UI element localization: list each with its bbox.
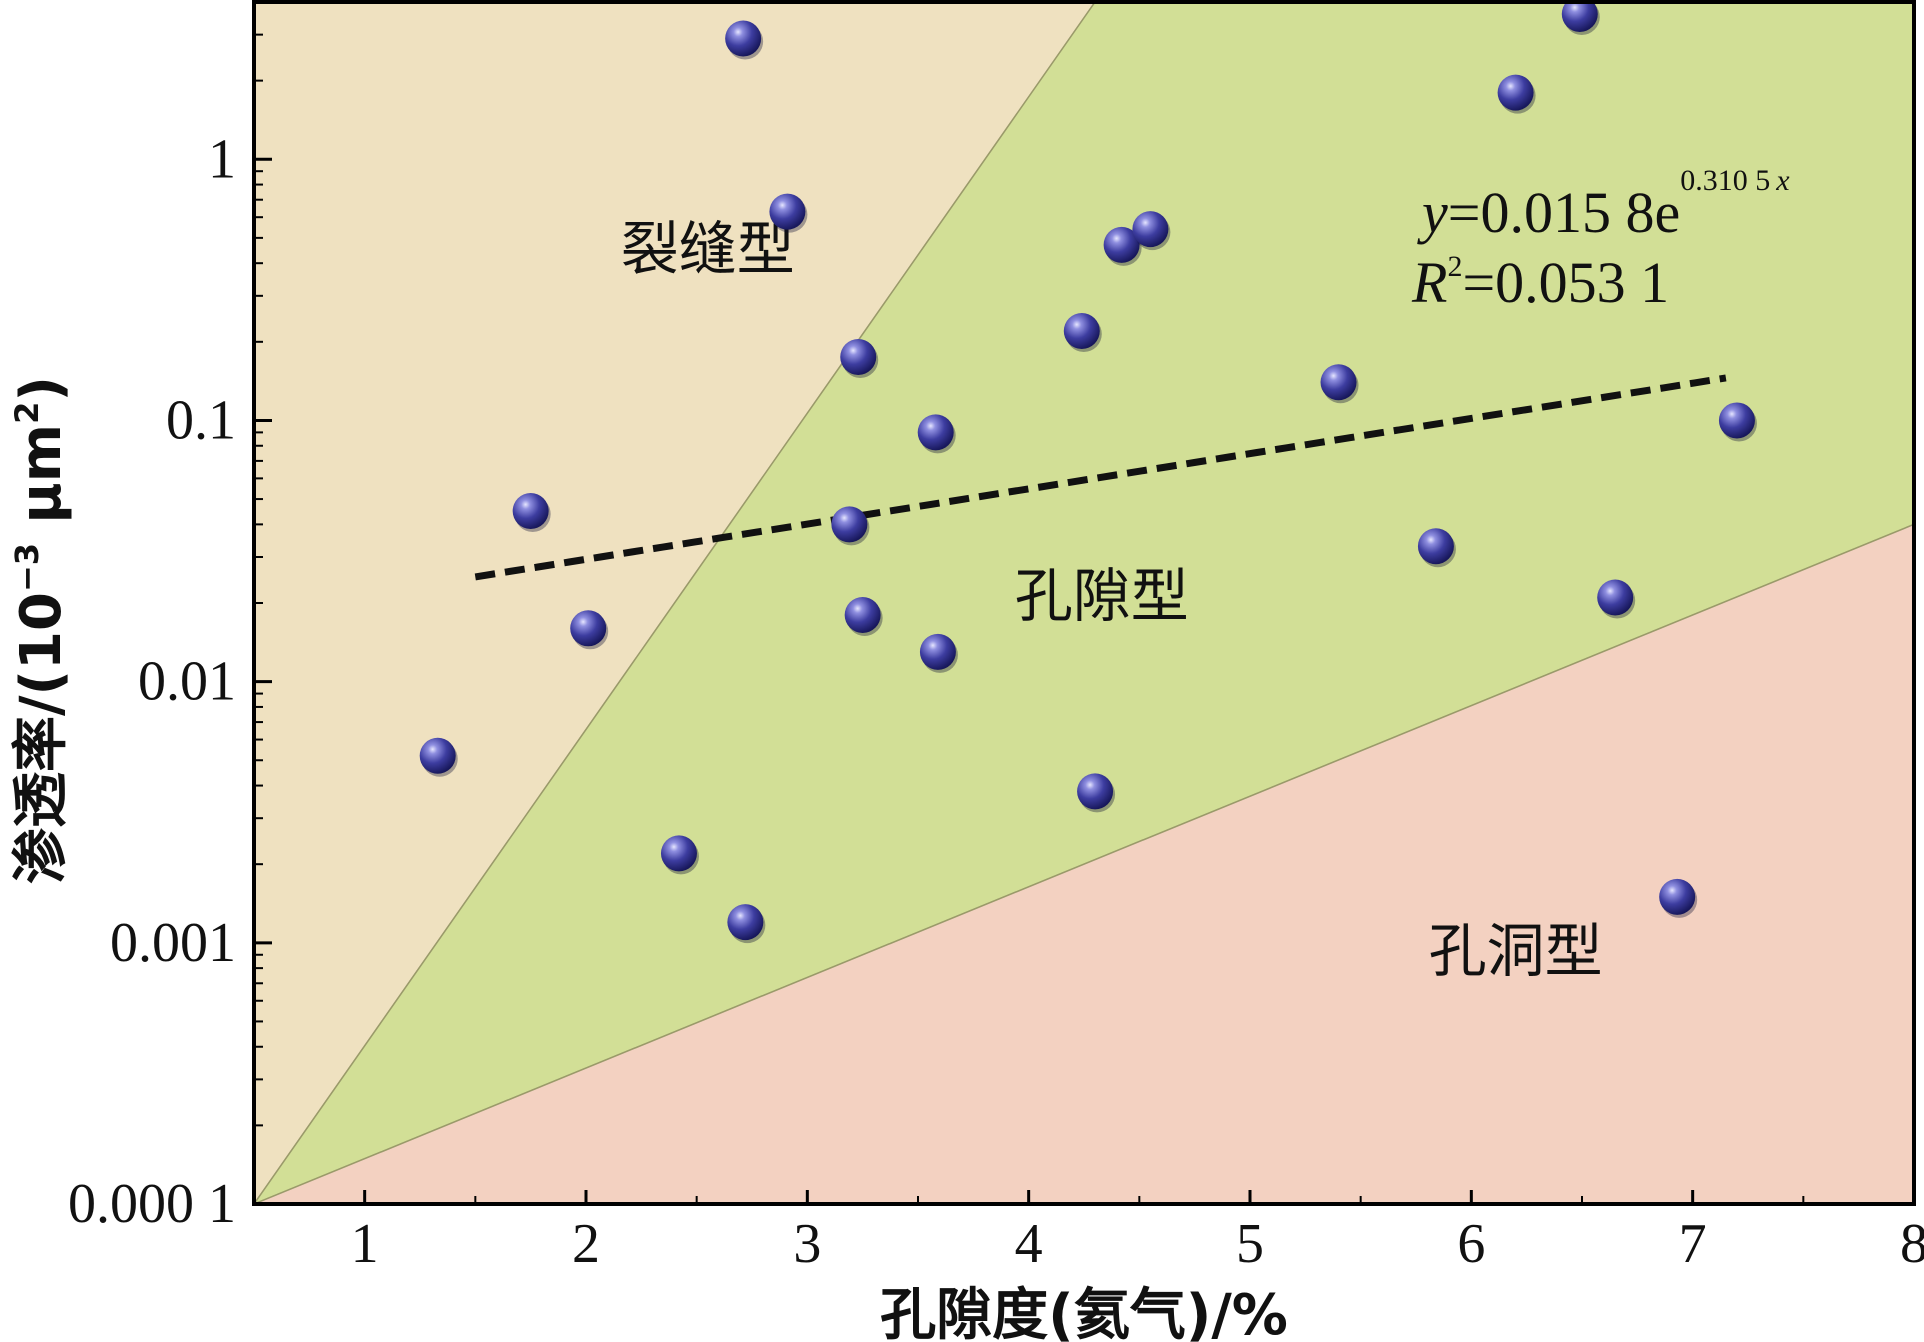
y-axis-title-unit: μm (9, 424, 74, 543)
equation-exponent: 0.310 5 (1680, 164, 1770, 197)
x-tick-label: 5 (1236, 1213, 1264, 1275)
y-tick-label: 0.000 1 (68, 1173, 236, 1235)
data-point (660, 835, 699, 875)
region-label-0: 裂缝型 (621, 215, 795, 283)
region-label-2: 孔洞型 (1429, 917, 1603, 985)
y-axis-title-close: ) (9, 376, 74, 402)
x-tick-label: 6 (1457, 1213, 1485, 1275)
y-axis-ticks: 0.000 1 0.001 0.01 0.1 1 (68, 33, 272, 1235)
x-axis-title: 孔隙度(氦气)/% (880, 1283, 1288, 1342)
x-tick-label: 8 (1900, 1213, 1924, 1275)
region-label-1: 孔隙型 (1015, 562, 1189, 630)
equation-exponent-var: x (1775, 164, 1790, 197)
y-tick-label: 1 (208, 128, 236, 190)
x-tick-label: 7 (1679, 1213, 1707, 1275)
data-points-layer (419, 0, 1757, 944)
y-tick-label: 0.001 (110, 912, 236, 974)
y-axis-title: 渗透率/(10−3 μm2) (8, 376, 74, 884)
r-squared-var: R (1411, 250, 1447, 315)
equation-var-y: y (1417, 180, 1448, 245)
x-axis-ticks: 1 2 3 4 5 6 7 8 (253, 1190, 1924, 1275)
data-point (1497, 74, 1536, 114)
equation-line-2: R2=0.053 1 (1411, 250, 1669, 315)
data-point (1417, 528, 1456, 568)
data-point (919, 633, 958, 673)
region-2 (254, 523, 1914, 1204)
data-point (840, 338, 879, 378)
y-axis-title-main: 渗透率/(10 (9, 592, 74, 884)
x-tick-label: 1 (351, 1213, 379, 1275)
data-point (1597, 579, 1636, 619)
data-point (1077, 773, 1116, 813)
data-point (1320, 364, 1359, 404)
y-axis-title-unit-exp: 2 (8, 402, 46, 424)
data-point (570, 610, 609, 650)
data-point (1561, 0, 1600, 35)
data-point (769, 193, 808, 233)
y-axis-title-exp: −3 (8, 543, 46, 592)
data-point (844, 596, 883, 636)
data-point (1103, 226, 1142, 266)
data-point (419, 737, 458, 777)
r-squared-value: =0.053 1 (1462, 250, 1669, 315)
data-point (1132, 211, 1171, 251)
x-tick-label: 4 (1015, 1213, 1043, 1275)
data-point (1718, 402, 1757, 442)
data-point (727, 904, 766, 944)
x-tick-label: 3 (793, 1213, 821, 1275)
equation-body: =0.015 8e (1448, 180, 1680, 245)
data-point (1063, 313, 1102, 353)
x-tick-label: 2 (572, 1213, 600, 1275)
trendline-layer (474, 374, 1727, 581)
data-point (725, 20, 764, 60)
trend-line (474, 374, 1727, 581)
data-point (1659, 878, 1698, 918)
y-tick-label: 0.01 (138, 651, 236, 713)
y-tick-label: 0.1 (166, 389, 236, 451)
data-point (917, 414, 956, 454)
data-point (831, 506, 870, 546)
data-point (512, 493, 551, 533)
regions-layer (254, 2, 1914, 1204)
r-squared-sup: 2 (1447, 250, 1462, 283)
